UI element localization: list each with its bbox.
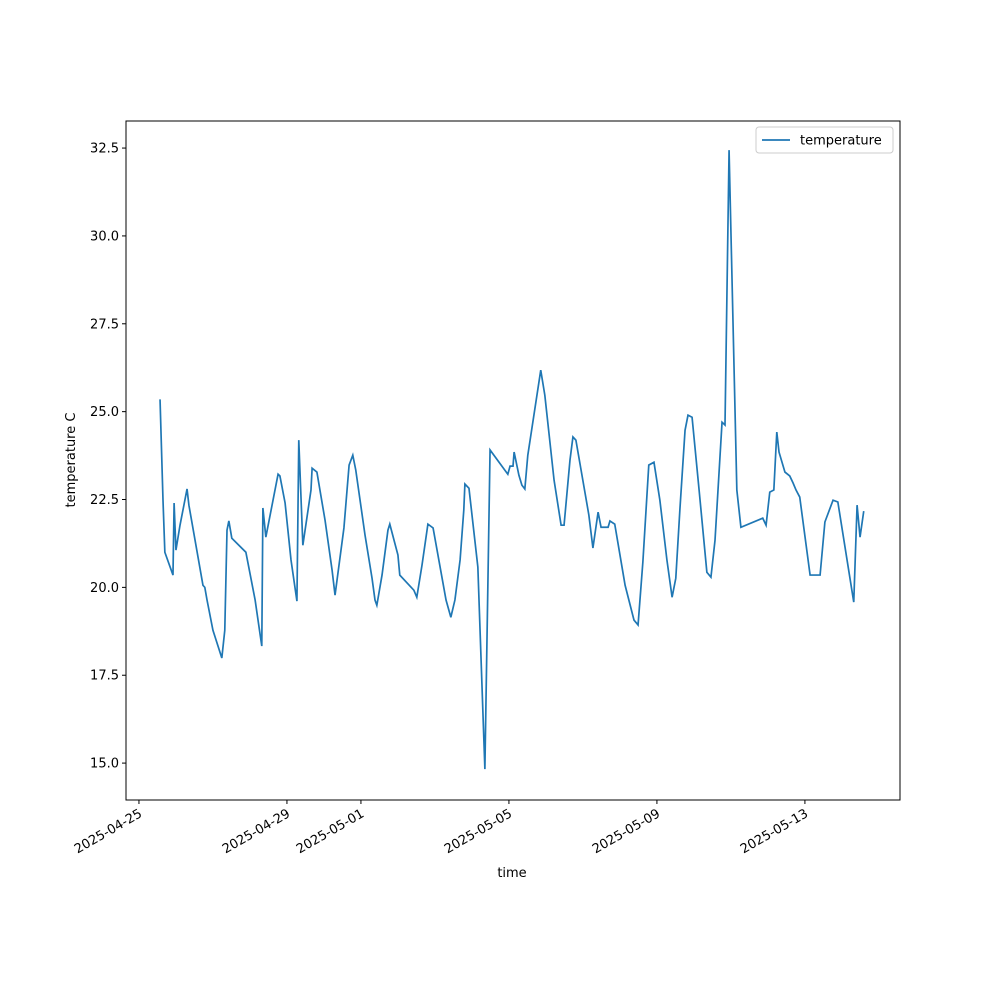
y-axis-label: temperature C — [64, 413, 79, 508]
y-tick-label: 20.0 — [90, 581, 119, 596]
y-tick-label: 25.0 — [90, 405, 119, 420]
y-tick-label: 27.5 — [90, 317, 119, 332]
y-tick-label: 30.0 — [90, 229, 119, 244]
x-tick-label: 2025-05-09 — [590, 806, 663, 857]
x-tick-label: 2025-04-25 — [72, 806, 145, 857]
y-tick-label: 32.5 — [90, 142, 119, 157]
x-tick-label: 2025-05-13 — [738, 806, 811, 857]
plot-frame — [125, 120, 901, 801]
y-tick-label: 22.5 — [90, 493, 119, 508]
x-tick-label: 2025-04-29 — [220, 806, 293, 857]
legend-box — [755, 126, 894, 154]
line — [159, 150, 865, 770]
x-tick-label: 2025-05-05 — [442, 806, 515, 857]
x-axis-label: time — [497, 866, 526, 881]
y-tick-label: 15.0 — [90, 757, 119, 772]
legend-label: temperature — [800, 134, 882, 149]
x-tick-label: 2025-05-01 — [294, 806, 367, 857]
y-tick-label: 17.5 — [90, 669, 119, 684]
